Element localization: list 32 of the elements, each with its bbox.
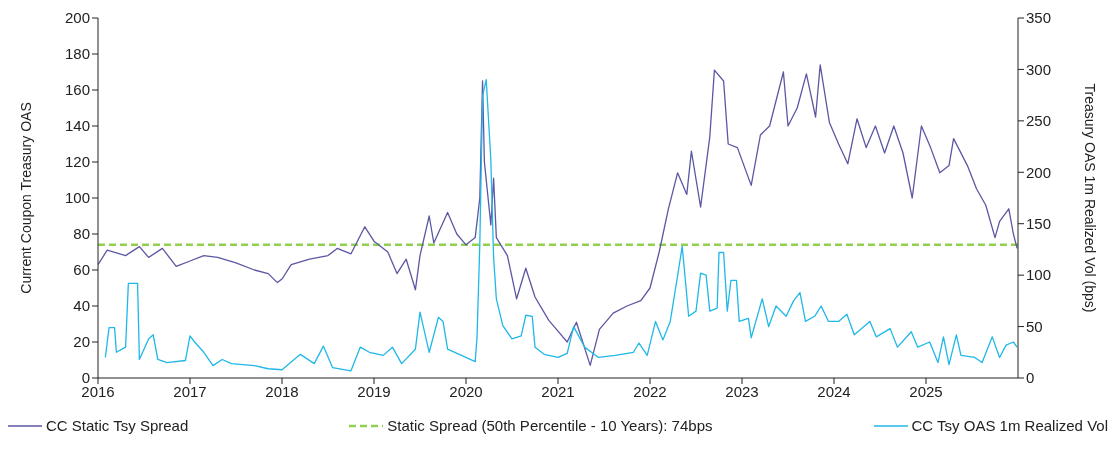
legend-label: CC Tsy OAS 1m Realized Vol xyxy=(911,417,1108,434)
legend-label: Static Spread (50th Percentile - 10 Years): 74bps xyxy=(387,417,713,434)
x-tick-label: 2020 xyxy=(449,382,483,400)
y2-tick-label: 0 xyxy=(1026,369,1035,387)
y-tick-label: 160 xyxy=(64,81,90,99)
x-tick-label: 2024 xyxy=(817,382,851,400)
y2-tick-label: 150 xyxy=(1026,215,1052,233)
x-tick-label: 2021 xyxy=(541,382,575,400)
legend-label: CC Static Tsy Spread xyxy=(46,417,189,434)
y2-tick-label: 100 xyxy=(1026,266,1052,284)
y-tick-label: 20 xyxy=(73,333,90,351)
y-tick-label: 80 xyxy=(73,225,90,243)
x-tick-label: 2017 xyxy=(173,382,207,400)
y2-axis-title: Treasury OAS 1m Realized Vol (bps) xyxy=(1082,83,1099,313)
y-tick-label: 180 xyxy=(64,45,90,63)
y2-tick-label: 50 xyxy=(1026,317,1043,335)
x-tick-label: 2023 xyxy=(725,382,759,400)
y-tick-label: 120 xyxy=(64,153,90,171)
y-tick-label: 100 xyxy=(64,189,90,207)
x-tick-label: 2019 xyxy=(357,382,391,400)
x-tick-label: 2018 xyxy=(265,382,299,400)
y-axis-title: Current Coupon Treasury OAS xyxy=(17,102,34,294)
y2-tick-label: 300 xyxy=(1026,60,1052,78)
y2-tick-label: 250 xyxy=(1026,112,1052,130)
x-tick-label: 2022 xyxy=(633,382,667,400)
y-tick-label: 40 xyxy=(73,297,90,315)
x-tick-label: 2025 xyxy=(909,382,943,400)
y-tick-label: 140 xyxy=(64,117,90,135)
y-tick-label: 60 xyxy=(73,261,90,279)
y2-tick-label: 350 xyxy=(1026,9,1052,27)
y-tick-label: 200 xyxy=(64,9,90,27)
y2-tick-label: 200 xyxy=(1026,163,1052,181)
